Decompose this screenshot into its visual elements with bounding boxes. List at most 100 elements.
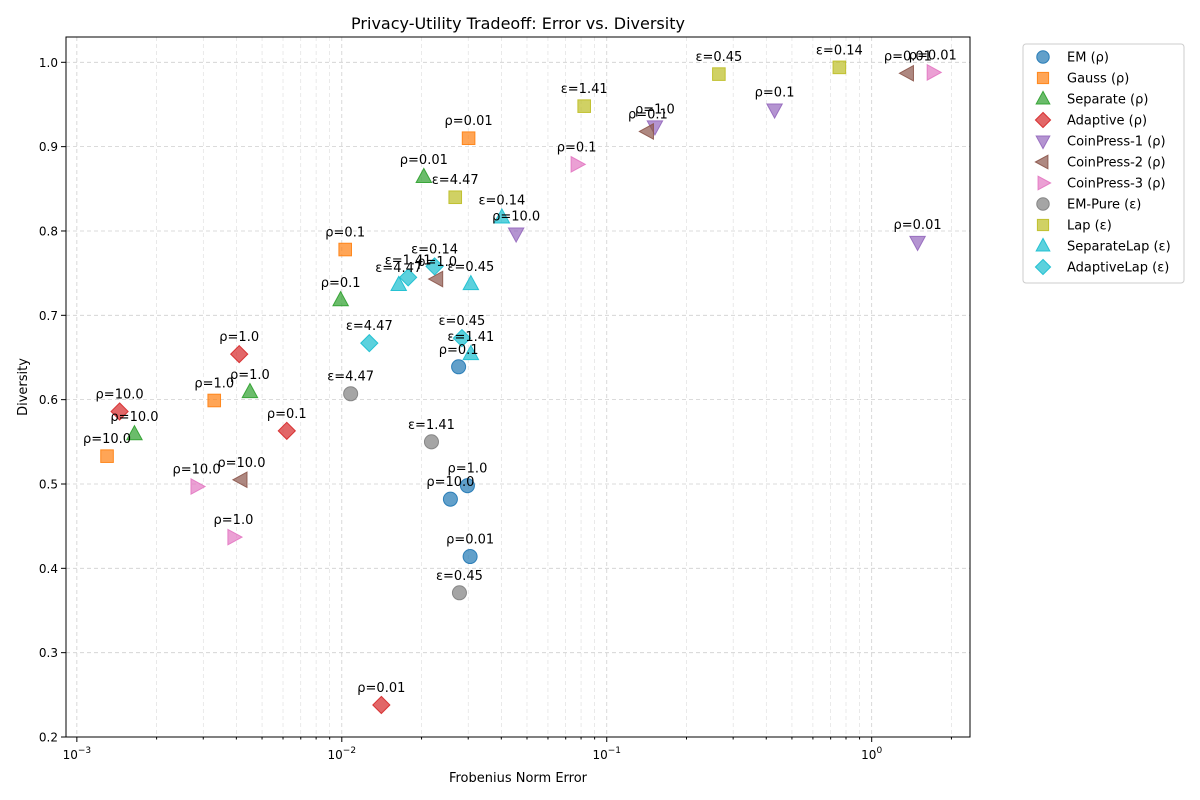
legend-label: EM-Pure (ε)	[1067, 198, 1141, 213]
y-tick-label: 0.6	[39, 393, 58, 407]
data-point	[493, 207, 511, 224]
chart-title: Privacy-Utility Tradeoff: Error vs. Dive…	[351, 14, 685, 33]
legend-label: Gauss (ρ)	[1067, 72, 1129, 87]
data-point-label: ρ=10.0	[492, 210, 540, 225]
data-point-label: ε=1.41	[408, 418, 455, 433]
data-point-label: ρ=0.01	[357, 681, 405, 696]
legend-marker	[1036, 50, 1050, 64]
legend-label: CoinPress-1 (ρ)	[1067, 135, 1166, 150]
legend-marker	[1034, 154, 1049, 170]
data-point	[372, 695, 391, 715]
data-point-label: ρ=1.0	[194, 376, 234, 391]
data-point-label: ρ=1.0	[219, 330, 259, 345]
legend-label: CoinPress-2 (ρ)	[1067, 156, 1166, 171]
data-point	[451, 359, 467, 375]
data-point	[442, 491, 458, 507]
data-point-label: ρ=0.1	[325, 226, 365, 241]
data-point	[926, 63, 943, 81]
data-point	[125, 424, 144, 441]
y-axis-ticks: 0.2 0.3 0.4 0.5 0.6 0.7 0.8 0.9 1.0	[39, 56, 66, 745]
y-tick-label: 0.9	[39, 140, 58, 154]
data-point-label: ρ=0.1	[321, 276, 361, 291]
y-axis-label: Diversity	[16, 358, 31, 416]
data-point	[110, 402, 129, 421]
legend-label: Lap (ε)	[1067, 219, 1112, 234]
data-point-label: ρ=10.0	[110, 410, 158, 425]
data-point	[398, 268, 418, 287]
legend-label: Separate (ρ)	[1067, 93, 1148, 108]
data-point-label: ε=0.45	[438, 314, 485, 329]
data-point	[462, 274, 480, 291]
data-point	[332, 290, 350, 307]
legend-marker	[1034, 258, 1052, 276]
data-point	[360, 333, 379, 353]
data-point	[766, 103, 784, 120]
data-point-label: ε=0.14	[411, 242, 458, 257]
data-point	[227, 528, 244, 546]
y-tick-label: 1.0	[39, 56, 58, 70]
data-point	[190, 477, 207, 496]
y-tick-label: 0.2	[39, 731, 58, 745]
data-point-label: ε=1.41	[447, 330, 494, 345]
data-point-label: ρ=10.0	[96, 387, 144, 402]
data-point-label: ρ=10.0	[173, 463, 221, 478]
data-point-label: ρ=1.0	[230, 368, 270, 383]
data-point-label: ρ=0.01	[445, 114, 493, 129]
legend-marker	[1037, 175, 1052, 191]
legend-label: Adaptive (ρ)	[1067, 114, 1147, 129]
plot-frame	[65, 36, 971, 738]
data-point	[229, 344, 249, 364]
legend-marker	[1036, 218, 1050, 232]
data-point-label: ρ=0.01	[446, 533, 494, 548]
legend-marker	[1036, 197, 1050, 211]
data-point-label: ρ=1.0	[417, 255, 457, 270]
data-point-label: ε=0.14	[816, 43, 863, 58]
data-point	[452, 328, 472, 348]
data-point-label: ρ=0.1	[755, 86, 795, 101]
data-point-label: ε=0.45	[436, 569, 483, 584]
data-point-label: ρ=10.0	[83, 432, 131, 447]
data-point	[459, 478, 475, 494]
data-point	[462, 344, 480, 361]
data-point	[241, 382, 259, 399]
data-point-label: ε=0.14	[478, 193, 525, 208]
data-point-label: ε=1.41	[561, 82, 608, 97]
legend-label: SeparateLap (ε)	[1067, 240, 1171, 255]
legend: EM (ρ) Gauss (ρ) Separate (ρ) Adaptive (ρ) C…	[1022, 43, 1185, 284]
data-point	[507, 227, 525, 244]
data-point	[343, 386, 359, 402]
data-point	[338, 242, 352, 257]
x-axis-label: Frobenius Norm Error	[449, 771, 588, 786]
data-point-label: ρ=1.0	[635, 102, 675, 117]
point-labels: ρ=0.01ρ=0.1ρ=1.0ρ=10.0ρ=0.01ρ=0.1ρ=1.0ρ=…	[83, 43, 957, 696]
data-point-label: ρ=0.01	[884, 49, 932, 64]
data-point-label: ρ=0.01	[909, 48, 957, 63]
data-point	[100, 449, 114, 463]
data-point-label: ρ=0.1	[439, 343, 479, 358]
legend-label: EM (ρ)	[1067, 51, 1109, 66]
y-tick-label: 0.7	[39, 309, 58, 323]
data-point	[277, 421, 297, 441]
data-point	[427, 270, 444, 288]
data-point	[415, 167, 433, 184]
data-point	[207, 393, 222, 408]
data-point	[577, 99, 591, 113]
y-tick-label: 0.3	[39, 646, 58, 660]
data-point-label: ρ=0.1	[557, 140, 597, 155]
data-point-label: ε=4.47	[432, 173, 479, 188]
x-tick-label: 10−2	[328, 746, 357, 762]
data-point	[231, 471, 248, 489]
data-point-label: ρ=10.0	[217, 456, 265, 471]
data-point	[423, 434, 439, 450]
data-point-label: ρ=1.0	[214, 513, 254, 528]
data-point	[462, 548, 478, 565]
data-point	[832, 60, 847, 75]
data-point-label: ρ=0.1	[628, 107, 668, 122]
data-point	[638, 122, 654, 140]
data-point	[448, 190, 463, 205]
data-points	[100, 60, 943, 715]
legend-label: AdaptiveLap (ε)	[1067, 261, 1169, 276]
x-tick-label: 10−3	[63, 746, 92, 762]
data-point-label: ρ=0.01	[894, 218, 942, 233]
